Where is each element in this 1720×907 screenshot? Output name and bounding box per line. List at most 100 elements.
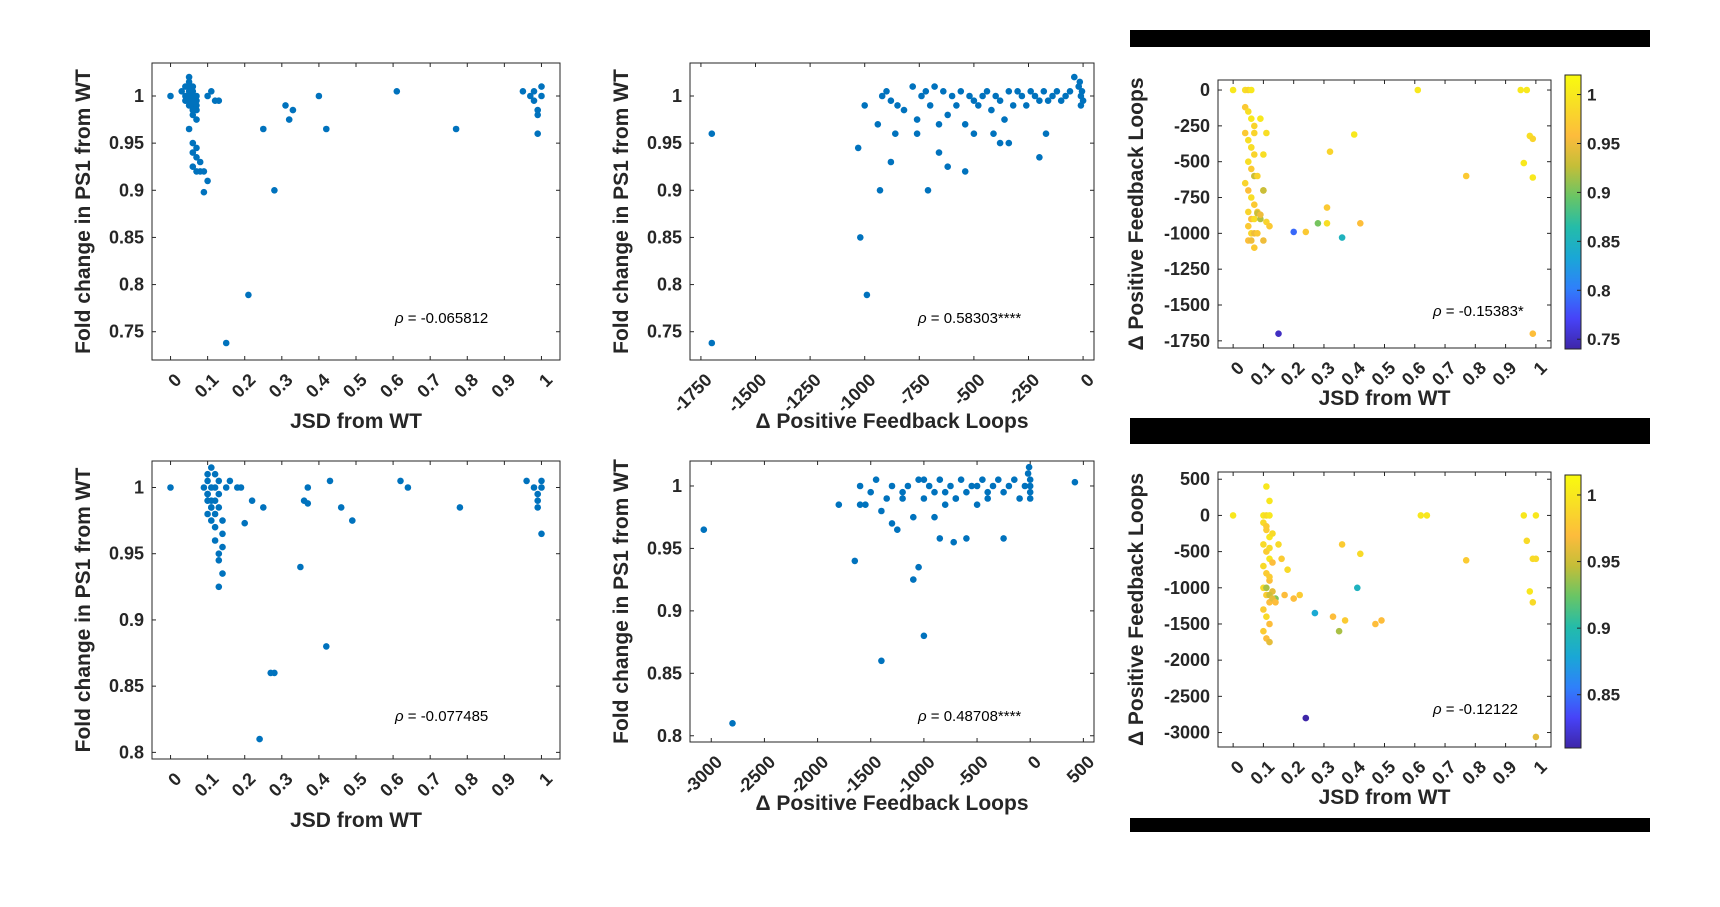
colorbar-tick-label: 0.95 [1587, 135, 1620, 154]
data-point [1338, 541, 1346, 548]
y-tick-label: 0.9 [119, 610, 144, 630]
rho-value: = -0.077485 [404, 708, 489, 725]
rho-value: = -0.15383* [1442, 303, 1524, 320]
data-point [1036, 97, 1043, 104]
x-tick-label: -250 [1004, 370, 1044, 410]
data-point [245, 291, 252, 299]
x-tick-label: 0.6 [1398, 358, 1430, 390]
rho-annotation: ρ = 0.48708**** [917, 708, 1021, 725]
data-point [887, 97, 895, 104]
data-point [208, 464, 215, 471]
x-tick-label: 0.7 [413, 769, 445, 801]
x-tick-label: 1 [1530, 757, 1551, 778]
x-tick-label: 0.7 [1428, 757, 1460, 789]
data-point [1278, 555, 1285, 563]
axes-box [689, 460, 1095, 743]
panel-4: 0 0.1 0.2 0.3 0.4 0.5 0.6 0.7 0.8 0.9 10.80.850.90… [72, 460, 561, 832]
x-tick-label: 0.9 [487, 769, 519, 801]
y-axis-label: Fold change in PS1 from WT [610, 459, 633, 744]
x-tick-label: 0.5 [339, 370, 371, 402]
data-point [538, 530, 545, 538]
data-point [992, 92, 999, 100]
y-tick-label: 0.95 [647, 538, 682, 558]
x-tick-label: 0.3 [1307, 358, 1339, 390]
axes-box [1217, 471, 1552, 748]
y-axis-label: Δ Positive Feedback Loops [1125, 78, 1148, 351]
data-point [189, 83, 197, 90]
data-point [1417, 512, 1425, 519]
data-point [1071, 73, 1078, 81]
data-point [1251, 215, 1258, 223]
data-point [222, 339, 230, 347]
data-point [1354, 584, 1361, 592]
x-tick-label: 0.5 [339, 769, 371, 801]
data-point [285, 116, 293, 123]
data-point [538, 92, 545, 100]
data-point [983, 88, 991, 95]
data-point [931, 513, 938, 521]
data-point [970, 130, 978, 137]
data-point [1248, 115, 1255, 122]
y-tick-label: -1000 [1164, 223, 1210, 243]
x-tick-label: 0 [1227, 358, 1248, 379]
data-point [1251, 129, 1258, 137]
data-point [915, 476, 922, 484]
x-tick-label: 0.6 [1398, 757, 1430, 789]
data-point [1078, 88, 1086, 95]
data-point [282, 102, 289, 109]
data-point [538, 477, 545, 485]
data-point [267, 669, 275, 677]
data-point [1266, 638, 1273, 646]
panel-1: 0 0.1 0.2 0.3 0.4 0.5 0.6 0.7 0.8 0.9 10.750.80.85… [72, 62, 561, 433]
data-point [883, 88, 890, 95]
data-point [1014, 88, 1021, 95]
data-point [204, 92, 211, 100]
data-point [888, 482, 896, 490]
data-point [1462, 557, 1470, 564]
data-point [215, 490, 223, 498]
data-point [189, 111, 197, 119]
rho-symbol: ρ [394, 708, 404, 725]
x-tick-label: 0.1 [191, 370, 223, 402]
colorbar-tick-label: 0.85 [1587, 232, 1620, 251]
data-point [1260, 151, 1267, 158]
y-tick-label: 0.85 [647, 227, 682, 247]
panel-5: -3000 -2500 -2000 -1500 -1000 -500 0 5000.80.85… [610, 459, 1098, 815]
data-point [979, 476, 986, 484]
y-tick-label: 0.9 [119, 180, 144, 200]
middle-black-bar [1130, 418, 1650, 444]
data-point [957, 88, 965, 95]
x-tick-label: 0.7 [413, 370, 445, 402]
data-point [256, 735, 263, 743]
x-tick-label: 0.4 [302, 769, 334, 801]
y-tick-label: 0.75 [109, 322, 144, 342]
data-point [1290, 595, 1297, 602]
data-point [1026, 482, 1034, 490]
axes-box [151, 62, 561, 361]
data-point [1520, 512, 1528, 519]
data-point [925, 482, 933, 490]
y-tick-label: 0.9 [657, 601, 682, 621]
x-tick-label: 0.1 [1246, 757, 1278, 789]
data-point [297, 563, 304, 571]
data-point [988, 106, 995, 114]
data-point [910, 513, 917, 521]
rho-annotation: ρ = -0.15383* [1432, 303, 1524, 320]
data-point [872, 476, 880, 484]
data-point [519, 88, 527, 95]
data-point [534, 111, 541, 119]
data-point [1026, 476, 1034, 484]
data-point [1263, 483, 1270, 490]
axes-box [689, 62, 1095, 361]
data-point [892, 130, 899, 137]
data-point [204, 510, 211, 518]
y-tick-label: 0.85 [109, 676, 144, 696]
data-point [452, 125, 460, 133]
data-point [167, 92, 174, 100]
data-point [878, 507, 885, 515]
data-point [196, 158, 204, 166]
data-point [1526, 588, 1534, 595]
data-point [204, 490, 211, 498]
data-point [963, 488, 970, 496]
data-point [193, 102, 200, 109]
